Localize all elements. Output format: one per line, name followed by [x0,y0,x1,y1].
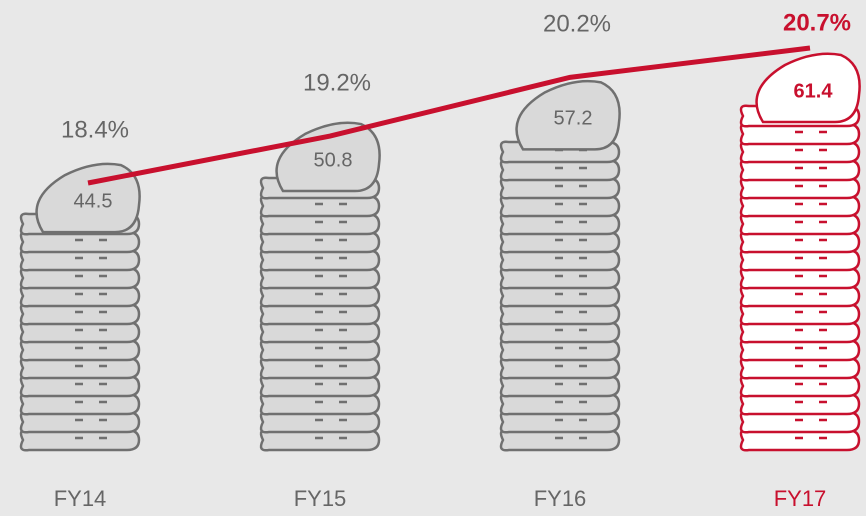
slice [739,248,861,272]
slice [739,302,861,326]
slice [499,302,621,326]
slice [499,338,621,362]
slice [19,230,141,254]
slice [739,158,861,182]
slice [499,392,621,416]
slice [739,320,861,344]
slice [19,392,141,416]
slice [19,338,141,362]
slice [499,374,621,398]
slice [259,320,381,344]
slice [739,338,861,362]
slice [259,284,381,308]
slice [499,320,621,344]
slice [739,392,861,416]
slice [259,302,381,326]
slice [499,194,621,218]
slice [19,266,141,290]
line-label: 19.2% [303,69,371,96]
slice-stack [19,162,141,452]
slice [259,338,381,362]
slice [259,392,381,416]
slice [739,122,861,146]
slice [19,410,141,434]
slice [259,266,381,290]
slice [499,284,621,308]
line [87,45,811,186]
slice [19,356,141,380]
line-label: 20.7% [783,9,851,36]
slice [739,230,861,254]
slice [739,194,861,218]
slice [259,248,381,272]
slice [499,266,621,290]
x-tick-label: FY16 [534,486,587,511]
slice [739,410,861,434]
slice [19,248,141,272]
slice [739,266,861,290]
value-label: 44.5 [74,190,113,212]
slice [739,374,861,398]
value-label: 61.4 [794,80,834,102]
slice [739,356,861,380]
x-tick-label: FY14 [54,486,107,511]
slice [19,284,141,308]
slice [259,194,381,218]
slice [499,230,621,254]
slice [19,428,141,452]
slice-top [35,162,141,234]
slice [19,320,141,344]
slice [739,428,861,452]
value-label: 50.8 [314,149,353,171]
slice [259,410,381,434]
slice-top [755,52,861,124]
slice [499,176,621,200]
slice-stack [259,121,381,452]
slice-stack [739,52,861,452]
line-label: 18.4% [61,116,129,143]
slice-top [515,79,621,151]
slice [739,140,861,164]
slice [259,374,381,398]
slice [19,302,141,326]
line-label: 20.2% [543,11,611,38]
slice [739,284,861,308]
slice [499,212,621,236]
x-tick-label: FY15 [294,486,347,511]
slice-stack [499,79,621,452]
slice [739,176,861,200]
slice [259,230,381,254]
slice [259,428,381,452]
slice [499,428,621,452]
x-tick-label: FY17 [774,486,827,511]
slice [739,212,861,236]
slice [259,356,381,380]
slice [499,158,621,182]
slice [499,356,621,380]
slice [259,212,381,236]
slice [19,374,141,398]
value-label: 57.2 [554,108,593,130]
slice [499,248,621,272]
slice [499,410,621,434]
